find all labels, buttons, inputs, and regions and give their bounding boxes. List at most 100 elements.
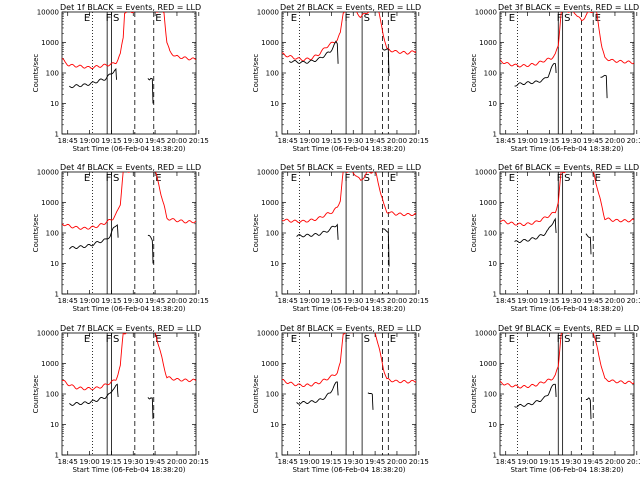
x-tick-label: 20:15 <box>409 297 429 305</box>
chart-title: Det 6f BLACK = Events, RED = LLD <box>498 163 639 172</box>
lld-series-line <box>282 172 416 224</box>
x-tick-label: 20:15 <box>409 458 429 466</box>
x-axis-label: Start Time (06-Feb-04 18:38:20) <box>292 145 405 153</box>
x-tick-label: 19:45 <box>583 297 603 305</box>
event-marker-label: S <box>113 173 119 184</box>
y-tick-label: 10000 <box>257 169 279 177</box>
x-tick-label: 20:00 <box>387 137 407 145</box>
x-tick-label: 20:00 <box>167 297 187 305</box>
y-tick-label: 100 <box>46 391 59 399</box>
x-tick-label: 20:15 <box>189 458 209 466</box>
x-tick-label: 20:15 <box>409 137 429 145</box>
plot-frame <box>61 11 197 135</box>
y-tick-label: 10 <box>50 260 59 268</box>
x-axis-label: Start Time (06-Feb-04 18:38:20) <box>292 305 405 313</box>
event-marker-label: E <box>291 173 297 184</box>
x-tick-label: 19:00 <box>79 137 99 145</box>
x-tick-label: 20:15 <box>627 297 640 305</box>
y-tick-label: 1000 <box>479 39 497 47</box>
event-marker-label: F <box>106 334 112 345</box>
y-tick-label: 1 <box>55 452 59 460</box>
event-marker-label: F <box>557 13 563 24</box>
x-tick-label: 19:15 <box>101 297 121 305</box>
chart-panel-5: Det 5f BLACK = Events, RED = LLD 1 10 100 10… <box>252 163 429 313</box>
chart-title: Det 8f BLACK = Events, RED = LLD <box>280 324 421 333</box>
event-marker-label: E <box>390 173 396 184</box>
y-tick-label: 10000 <box>475 169 497 177</box>
y-axis-label: Counts/sec <box>470 214 478 253</box>
x-tick-label: 19:15 <box>539 297 559 305</box>
y-tick-label: 1 <box>493 291 497 299</box>
y-tick-label: 1000 <box>41 360 59 368</box>
events-series-line <box>296 381 339 405</box>
event-marker-label: E <box>291 334 297 345</box>
chart-title: Det 4f BLACK = Events, RED = LLD <box>60 163 201 172</box>
lld-series-line <box>62 333 196 391</box>
chart-title: Det 9f BLACK = Events, RED = LLD <box>498 324 639 333</box>
x-tick-label: 19:45 <box>365 137 385 145</box>
x-tick-label: 19:30 <box>561 297 581 305</box>
event-marker-label: E <box>291 13 297 24</box>
x-tick-label: 19:30 <box>123 137 143 145</box>
x-tick-label: 18:45 <box>58 137 78 145</box>
y-axis-label: Counts/sec <box>32 375 40 414</box>
y-tick-label: 1 <box>493 452 497 460</box>
x-tick-label: 19:00 <box>517 137 537 145</box>
x-tick-label: 20:00 <box>167 458 187 466</box>
lld-series-line <box>500 172 634 226</box>
x-tick-label: 19:15 <box>539 458 559 466</box>
x-tick-label: 18:45 <box>58 297 78 305</box>
events-series-line <box>288 40 339 64</box>
event-marker-label: E <box>84 13 90 24</box>
x-tick-label: 19:30 <box>123 297 143 305</box>
x-tick-label: 19:30 <box>343 458 363 466</box>
chart-panel-4: Det 4f BLACK = Events, RED = LLD 1 10 100 10… <box>32 163 209 313</box>
event-marker-label: E <box>509 13 515 24</box>
y-tick-label: 1000 <box>479 199 497 207</box>
lld-series-line <box>282 12 416 62</box>
y-tick-label: 1 <box>275 452 279 460</box>
x-tick-label: 18:45 <box>278 458 298 466</box>
event-marker-label: F <box>345 173 351 184</box>
x-tick-label: 20:00 <box>605 137 625 145</box>
y-tick-label: 10000 <box>257 9 279 17</box>
x-axis-label: Start Time (06-Feb-04 18:38:20) <box>510 145 623 153</box>
x-tick-label: 19:15 <box>321 137 341 145</box>
event-marker-label: E <box>390 13 396 24</box>
x-tick-label: 19:15 <box>321 297 341 305</box>
x-tick-label: 19:45 <box>145 458 165 466</box>
event-marker-label: E <box>390 334 396 345</box>
y-tick-label: 100 <box>484 391 497 399</box>
x-tick-label: 19:45 <box>145 137 165 145</box>
y-tick-label: 1000 <box>479 360 497 368</box>
event-marker-label: F <box>345 13 351 24</box>
x-tick-label: 18:45 <box>496 458 516 466</box>
y-tick-label: 1 <box>275 131 279 139</box>
event-marker-label: E <box>595 334 601 345</box>
y-tick-label: 100 <box>266 391 279 399</box>
chart-title: Det 2f BLACK = Events, RED = LLD <box>280 3 421 12</box>
y-axis-label: Counts/sec <box>252 54 260 93</box>
event-marker-label: F <box>557 334 563 345</box>
y-tick-label: 1000 <box>41 39 59 47</box>
chart-panel-2: Det 2f BLACK = Events, RED = LLD 1 10 100 10… <box>252 3 429 153</box>
x-tick-label: 19:30 <box>343 297 363 305</box>
event-marker-label: S <box>564 173 570 184</box>
x-tick-label: 19:15 <box>101 458 121 466</box>
event-marker-label: S <box>113 334 119 345</box>
events-series-line <box>69 223 119 250</box>
x-tick-label: 19:30 <box>561 137 581 145</box>
x-axis-label: Start Time (06-Feb-04 18:38:20) <box>72 466 185 474</box>
x-tick-label: 20:15 <box>189 297 209 305</box>
plot-frame <box>499 171 635 295</box>
y-tick-label: 10 <box>488 260 497 268</box>
lld-series-line <box>62 12 196 69</box>
x-tick-label: 20:15 <box>627 137 640 145</box>
event-marker-label: S <box>564 13 570 24</box>
plot-frame <box>281 11 417 135</box>
events-series-line <box>69 67 118 89</box>
x-tick-label: 19:15 <box>321 458 341 466</box>
y-tick-label: 10 <box>488 100 497 108</box>
chart-panel-9: Det 9f BLACK = Events, RED = LLD 1 10 100 10… <box>470 324 640 474</box>
